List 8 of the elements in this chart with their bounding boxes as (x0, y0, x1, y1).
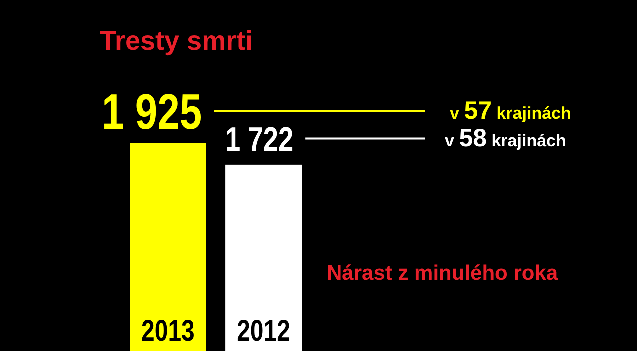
text: Nárast z minulého roka (327, 262, 558, 285)
text: v 58 krajinách (445, 124, 566, 153)
data-label: 1 925 (102, 84, 202, 140)
data-label: 1 722 (226, 120, 294, 159)
x-tick-label: 2012 (237, 313, 290, 348)
x-tick-label: 2013 (142, 313, 195, 348)
chart-title: Tresty smrti (100, 26, 254, 56)
text: v 57 krajinách (450, 97, 572, 125)
